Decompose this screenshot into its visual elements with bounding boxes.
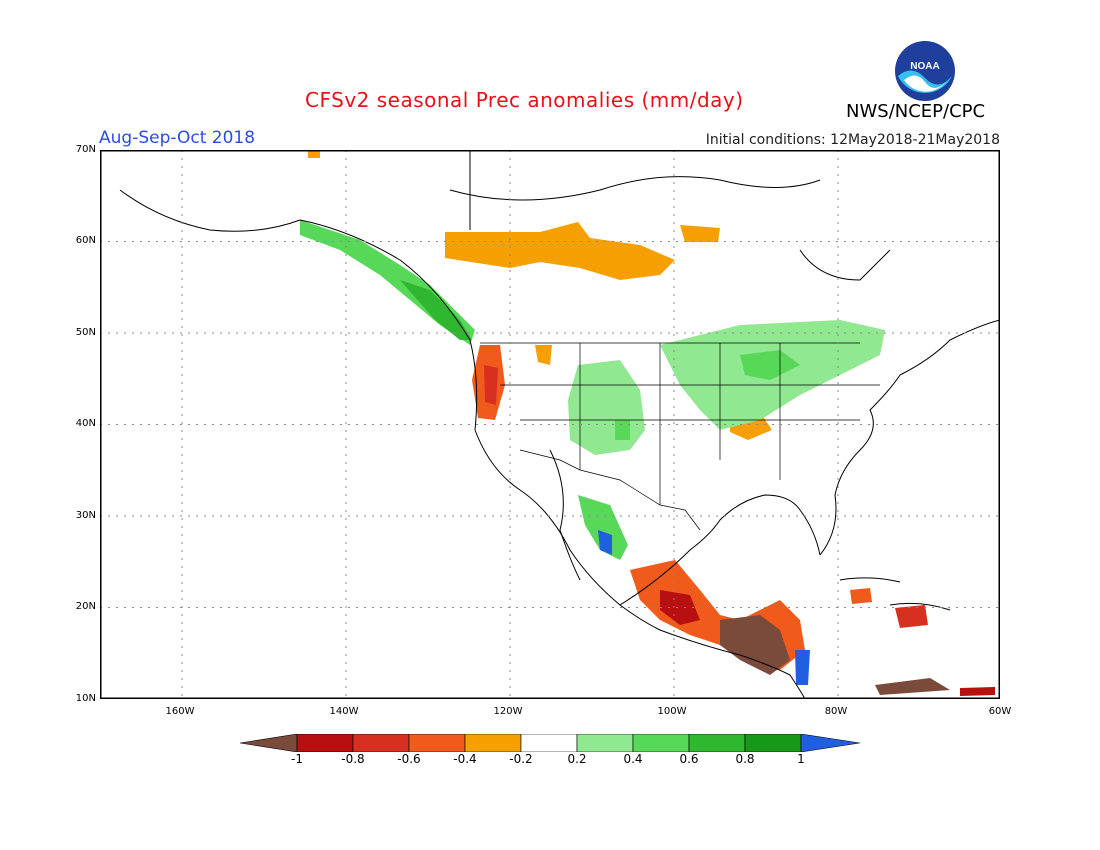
lat-label: 60N	[75, 235, 96, 246]
colorbar-label: 0.6	[679, 752, 699, 766]
agency-label: NWS/NCEP/CPC	[846, 101, 986, 122]
colorbar-segment	[688, 734, 746, 752]
colorbar	[240, 734, 860, 752]
logo-text: NOAA	[910, 61, 939, 72]
colorbar-label: -1	[291, 752, 303, 766]
lon-label: 80W	[824, 706, 848, 717]
chart-title: CFSv2 seasonal Prec anomalies (mm/day)	[305, 88, 744, 112]
lat-label: 20N	[75, 601, 96, 612]
colorbar-segment	[800, 734, 860, 752]
lat-label: 50N	[75, 327, 96, 338]
lon-label: 100W	[657, 706, 687, 717]
colorbar-segment	[240, 734, 298, 752]
lat-label: 30N	[75, 510, 96, 521]
lat-label: 70N	[75, 144, 96, 155]
lon-label: 120W	[493, 706, 523, 717]
lon-label: 160W	[165, 706, 195, 717]
grid-lines	[100, 150, 1000, 699]
colorbar-label: -0.2	[509, 752, 533, 766]
lat-label: 10N	[75, 693, 96, 704]
colorbar-segment	[296, 734, 354, 752]
season-label: Aug-Sep-Oct 2018	[99, 128, 256, 148]
colorbar-segment	[464, 734, 522, 752]
initial-conditions-label: Initial conditions: 12May2018-21May2018	[705, 132, 1000, 148]
colorbar-label: -0.4	[453, 752, 477, 766]
lon-label: 60W	[988, 706, 1012, 717]
colorbar-segment	[632, 734, 690, 752]
colorbar-segment	[744, 734, 802, 752]
colorbar-segment	[352, 734, 410, 752]
anomaly-patches	[300, 150, 995, 696]
coastlines	[119, 150, 1000, 699]
colorbar-segment	[408, 734, 466, 752]
colorbar-segment	[520, 734, 578, 752]
lat-label: 40N	[75, 418, 96, 429]
colorbar-label: 0.8	[735, 752, 755, 766]
colorbar-label: 1	[797, 752, 805, 766]
noaa-logo: NOAA	[895, 41, 955, 101]
colorbar-label: -0.6	[397, 752, 421, 766]
map-panel	[100, 150, 1000, 699]
colorbar-label: -0.8	[341, 752, 365, 766]
lon-label: 140W	[329, 706, 359, 717]
colorbar-label: 0.4	[623, 752, 643, 766]
colorbar-segment	[576, 734, 634, 752]
colorbar-label: 0.2	[567, 752, 587, 766]
